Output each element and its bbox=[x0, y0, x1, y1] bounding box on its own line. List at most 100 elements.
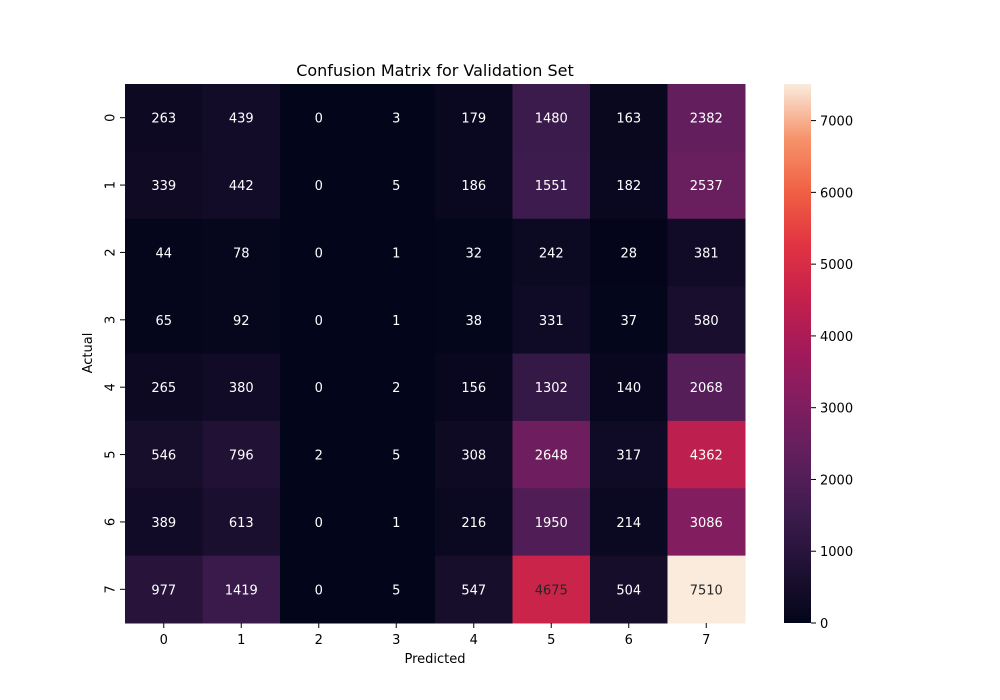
y-axis-label: Actual bbox=[81, 333, 96, 374]
heatmap-cell bbox=[357, 84, 436, 152]
heatmap-cell bbox=[435, 555, 513, 624]
heatmap-cell bbox=[202, 151, 281, 220]
cell-value-label: 37 bbox=[620, 314, 637, 329]
heatmap-cell bbox=[512, 353, 591, 422]
heatmap-cell bbox=[280, 420, 358, 489]
heatmap-cell bbox=[667, 84, 746, 152]
y-tick-label: 7 bbox=[104, 585, 119, 593]
heatmap-cell bbox=[357, 555, 436, 624]
heatmap-cell bbox=[590, 555, 668, 624]
cell-value-label: 308 bbox=[461, 449, 486, 464]
cell-value-label: 977 bbox=[151, 583, 176, 598]
y-axis: 0 1 2 3 4 5 6 7 bbox=[104, 114, 125, 593]
colorbar-gradient bbox=[784, 84, 811, 623]
heatmap-cell bbox=[512, 151, 591, 220]
colorbar-tick-label: 5000 bbox=[820, 258, 853, 273]
x-tick-label: 4 bbox=[470, 633, 478, 648]
cell-value-label: 4362 bbox=[690, 449, 723, 464]
cell-value-label: 5 bbox=[392, 179, 400, 194]
cell-value-label: 156 bbox=[461, 381, 486, 396]
cell-value-label: 65 bbox=[155, 314, 172, 329]
cell-value-label: 2648 bbox=[535, 449, 568, 464]
x-tick-label: 6 bbox=[625, 633, 633, 648]
heatmap-cell bbox=[280, 218, 358, 287]
cell-value-label: 179 bbox=[461, 112, 486, 127]
cell-value-label: 1950 bbox=[535, 516, 568, 531]
cell-value-label: 504 bbox=[616, 583, 641, 598]
heatmap-cell bbox=[667, 151, 746, 220]
y-tick-label: 4 bbox=[104, 383, 119, 391]
heatmap-cell bbox=[435, 218, 513, 287]
x-tick-label: 1 bbox=[237, 633, 245, 648]
colorbar-tick-label: 3000 bbox=[820, 402, 853, 417]
cell-value-label: 613 bbox=[229, 516, 254, 531]
heatmap-cell bbox=[590, 488, 668, 557]
cell-value-label: 92 bbox=[233, 314, 250, 329]
heatmap-cell bbox=[357, 420, 436, 489]
cell-value-label: 0 bbox=[315, 179, 323, 194]
x-tick-label: 3 bbox=[392, 633, 400, 648]
cell-value-label: 1302 bbox=[535, 381, 568, 396]
cell-value-label: 78 bbox=[233, 246, 250, 261]
heatmap-cell bbox=[435, 151, 513, 220]
cell-value-label: 28 bbox=[620, 246, 637, 261]
cell-value-label: 186 bbox=[461, 179, 486, 194]
cell-value-label: 0 bbox=[315, 381, 323, 396]
colorbar-tick-label: 4000 bbox=[820, 330, 853, 345]
cell-value-label: 580 bbox=[694, 314, 719, 329]
heatmap-cell bbox=[512, 420, 591, 489]
heatmap-cell bbox=[512, 84, 591, 152]
heatmap-cell bbox=[357, 353, 436, 422]
cell-value-label: 163 bbox=[616, 112, 641, 127]
chart-title: Confusion Matrix for Validation Set bbox=[296, 61, 574, 80]
heatmap-cell bbox=[125, 555, 203, 624]
heatmap-cell bbox=[590, 84, 668, 152]
cell-value-label: 5 bbox=[392, 449, 400, 464]
heatmap-cell bbox=[667, 353, 746, 422]
heatmap-cell bbox=[357, 218, 436, 287]
cell-value-label: 2 bbox=[392, 381, 400, 396]
cell-value-label: 38 bbox=[465, 314, 482, 329]
heatmap-cell bbox=[590, 151, 668, 220]
heatmap-cell bbox=[125, 286, 203, 354]
colorbar-tick-label: 6000 bbox=[820, 186, 853, 201]
cell-value-label: 32 bbox=[465, 246, 482, 261]
cell-value-label: 7510 bbox=[690, 583, 723, 598]
cell-value-label: 0 bbox=[315, 583, 323, 598]
heatmap-cell bbox=[435, 286, 513, 354]
heatmap-cell bbox=[667, 218, 746, 287]
heatmap-cell bbox=[202, 286, 281, 354]
colorbar-tick-label: 0 bbox=[820, 617, 828, 632]
heatmap-cell bbox=[512, 218, 591, 287]
cell-value-label: 1480 bbox=[535, 112, 568, 127]
cell-value-label: 381 bbox=[694, 246, 719, 261]
heatmap-cell bbox=[512, 286, 591, 354]
cell-value-label: 4675 bbox=[535, 583, 568, 598]
heatmap-cell bbox=[357, 488, 436, 557]
x-tick-label: 2 bbox=[315, 633, 323, 648]
heatmap-cell bbox=[667, 420, 746, 489]
heatmap-cell bbox=[202, 218, 281, 287]
y-tick-label: 0 bbox=[104, 114, 119, 122]
cell-value-label: 0 bbox=[315, 246, 323, 261]
heatmap-cell bbox=[280, 488, 358, 557]
heatmap-cell bbox=[202, 84, 281, 152]
cell-value-label: 339 bbox=[151, 179, 176, 194]
cell-value-label: 242 bbox=[539, 246, 564, 261]
cell-value-label: 2537 bbox=[690, 179, 723, 194]
heatmap-cell bbox=[590, 420, 668, 489]
cell-value-label: 547 bbox=[461, 583, 486, 598]
y-tick-label: 2 bbox=[104, 248, 119, 256]
heatmap-cell bbox=[280, 555, 358, 624]
cell-value-label: 140 bbox=[616, 381, 641, 396]
colorbar-tick-label: 2000 bbox=[820, 473, 853, 488]
x-axis: 0 1 2 3 4 5 6 7 bbox=[160, 623, 710, 648]
heatmap-cell bbox=[280, 84, 358, 152]
heatmap-cell bbox=[125, 488, 203, 557]
heatmap-cell bbox=[202, 488, 281, 557]
cell-value-label: 1551 bbox=[535, 179, 568, 194]
heatmap-cell bbox=[125, 218, 203, 287]
cell-value-label: 1 bbox=[392, 246, 400, 261]
